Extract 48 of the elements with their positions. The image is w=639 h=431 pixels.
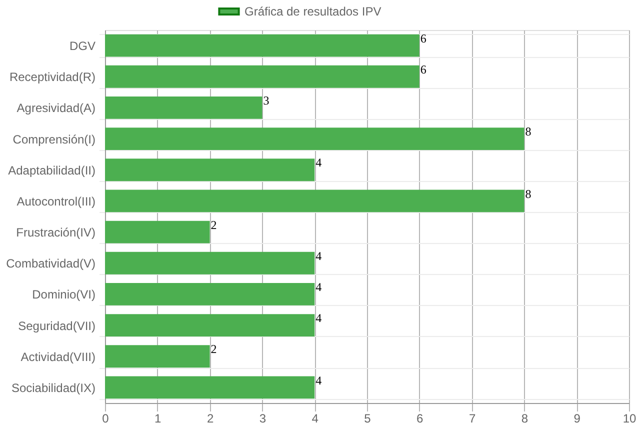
data-label: 4 xyxy=(316,156,322,170)
y-tick-label: DGV xyxy=(69,39,96,54)
data-label: 3 xyxy=(263,94,270,108)
y-tick-label: Dominio(VI) xyxy=(32,288,96,302)
data-label: 2 xyxy=(210,218,217,232)
y-tick-label: Receptividad(R) xyxy=(9,70,96,84)
y-tick-label: Combatividad(V) xyxy=(6,256,96,271)
data-label: 4 xyxy=(316,248,322,263)
x-tick-label: 8 xyxy=(521,412,528,426)
data-label: 8 xyxy=(525,186,532,201)
y-tick-label: Adaptabilidad(II) xyxy=(8,163,96,178)
bar xyxy=(105,65,420,88)
x-tick-label: 3 xyxy=(259,412,266,426)
y-tick-label: Frustración(IV) xyxy=(16,226,96,240)
bar xyxy=(105,376,315,399)
x-tick-label: 1 xyxy=(154,412,162,426)
data-label: 2 xyxy=(210,342,217,356)
x-tick-label: 6 xyxy=(416,412,424,426)
bar xyxy=(105,283,315,306)
bar xyxy=(105,314,315,336)
bar xyxy=(105,190,524,212)
data-label: 6 xyxy=(420,31,426,46)
y-tick-label: Agresividad(A) xyxy=(16,101,96,116)
x-tick-label: 5 xyxy=(364,412,372,426)
bar xyxy=(105,34,420,57)
data-label: 4 xyxy=(316,280,322,294)
bar xyxy=(105,220,210,244)
y-tick-label: Sociabilidad(IX) xyxy=(11,380,96,395)
bar xyxy=(105,345,210,368)
data-label: 4 xyxy=(316,311,322,326)
y-tick-label: Actividad(VIII) xyxy=(20,350,96,364)
bar xyxy=(105,128,524,150)
x-tick-label: 4 xyxy=(312,412,319,426)
y-tick-label: Comprensión(I) xyxy=(12,132,96,146)
bar xyxy=(105,96,262,119)
x-tick-label: 9 xyxy=(574,412,581,426)
legend-label: Gráfica de resultados IPV xyxy=(244,4,382,18)
y-tick-label: Autocontrol(III) xyxy=(16,194,96,208)
data-label: 8 xyxy=(525,124,532,139)
bar xyxy=(105,158,315,182)
x-tick-label: 10 xyxy=(622,412,636,426)
x-tick-label: 7 xyxy=(468,412,476,426)
data-label: 4 xyxy=(316,373,322,388)
y-tick-label: Seguridad(VII) xyxy=(18,318,96,333)
data-label: 6 xyxy=(420,62,426,76)
x-tick-label: 0 xyxy=(102,412,110,426)
x-tick-label: 2 xyxy=(206,412,214,426)
bar xyxy=(105,252,315,274)
